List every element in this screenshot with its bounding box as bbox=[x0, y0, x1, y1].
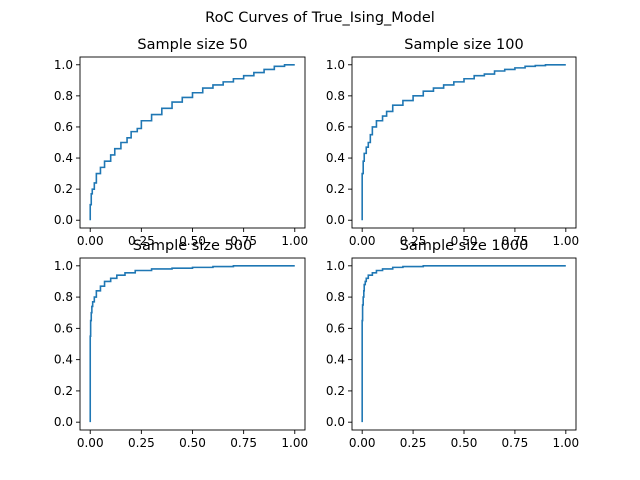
subplot-3: 0.00 0.25 0.50 0.75 1.00 0.0 0.2 0.4 0.6 0.8 1.0 Sa… bbox=[54, 238, 308, 450]
figure-suptitle: RoC Curves of True_Ising_Model bbox=[205, 10, 435, 26]
x-tick-label: 0.25 bbox=[128, 436, 155, 450]
y-tick-label: 1.0 bbox=[54, 259, 73, 273]
x-tick-label: 0.25 bbox=[128, 234, 155, 248]
y-tick-label: 0.8 bbox=[326, 290, 345, 304]
subplot-title: Sample size 100 bbox=[404, 37, 523, 53]
subplot-title: Sample size 50 bbox=[137, 37, 247, 53]
x-tick-label: 0.50 bbox=[179, 436, 206, 450]
y-tick-label: 0.6 bbox=[326, 321, 345, 335]
x-tick-label: 0.25 bbox=[400, 436, 427, 450]
x-tick-label: 0.75 bbox=[502, 234, 529, 248]
y-tick-label: 0.8 bbox=[54, 290, 73, 304]
y-tick-label: 1.0 bbox=[326, 58, 345, 72]
roc-curve-line bbox=[361, 265, 566, 423]
y-tick-label: 0.6 bbox=[54, 120, 73, 134]
x-tick-label: 0.50 bbox=[179, 234, 206, 248]
x-tick-label: 0.00 bbox=[349, 436, 376, 450]
x-tick-label: 0.50 bbox=[451, 436, 478, 450]
axes-frame bbox=[351, 56, 577, 229]
x-tick-label: 0.00 bbox=[77, 436, 104, 450]
x-tick-label: 0.75 bbox=[230, 436, 257, 450]
roc-curve-line bbox=[89, 265, 295, 423]
axes-frame bbox=[351, 257, 577, 431]
x-tick-label: 1.00 bbox=[281, 436, 308, 450]
y-tick-label: 0.8 bbox=[326, 89, 345, 103]
x-tick-label: 0.00 bbox=[77, 234, 104, 248]
y-tick-label: 0.2 bbox=[54, 384, 73, 398]
y-tick-label: 0.0 bbox=[54, 213, 73, 227]
y-tick-label: 0.6 bbox=[326, 120, 345, 134]
y-tick-label: 0.2 bbox=[326, 182, 345, 196]
x-tick-label: 1.00 bbox=[552, 436, 579, 450]
y-tick-label: 0.4 bbox=[326, 353, 345, 367]
y-tick-label: 0.0 bbox=[54, 415, 73, 429]
y-tick-label: 0.4 bbox=[326, 151, 345, 165]
subplot-1: 0.00 0.25 0.50 0.75 1.00 0.0 0.2 0.4 0.6 0.8 1.0 Sa… bbox=[54, 37, 308, 248]
y-tick-label: 0.6 bbox=[54, 321, 73, 335]
y-tick-label: 0.4 bbox=[54, 151, 73, 165]
x-tick-label: 0.50 bbox=[451, 234, 478, 248]
x-tick-label: 0.75 bbox=[230, 234, 257, 248]
roc-curve-line bbox=[89, 63, 295, 221]
y-tick-label: 1.0 bbox=[54, 58, 73, 72]
x-tick-label: 0.00 bbox=[349, 234, 376, 248]
axes-frame bbox=[79, 56, 306, 229]
y-tick-label: 0.8 bbox=[54, 89, 73, 103]
y-tick-label: 0.2 bbox=[54, 182, 73, 196]
x-tick-label: 1.00 bbox=[281, 234, 308, 248]
x-tick-label: 1.00 bbox=[552, 234, 579, 248]
subplot-2: 0.00 0.25 0.50 0.75 1.00 0.0 0.2 0.4 0.6 0.8 1.0 Sa… bbox=[326, 37, 579, 248]
roc-curve-line bbox=[361, 63, 566, 221]
subplot-4: 0.00 0.25 0.50 0.75 1.00 0.0 0.2 0.4 0.6 0.8 1.0 Sa… bbox=[326, 238, 579, 450]
subplot-title: Sample size 1000 bbox=[400, 238, 529, 254]
y-tick-label: 0.0 bbox=[326, 213, 345, 227]
x-tick-label: 0.75 bbox=[502, 436, 529, 450]
y-tick-label: 0.2 bbox=[326, 384, 345, 398]
y-tick-label: 0.4 bbox=[54, 353, 73, 367]
y-tick-label: 1.0 bbox=[326, 259, 345, 273]
x-tick-label: 0.25 bbox=[400, 234, 427, 248]
subplot-title: Sample size 500 bbox=[133, 238, 252, 254]
axes-frame bbox=[79, 257, 306, 431]
y-tick-label: 0.0 bbox=[326, 415, 345, 429]
